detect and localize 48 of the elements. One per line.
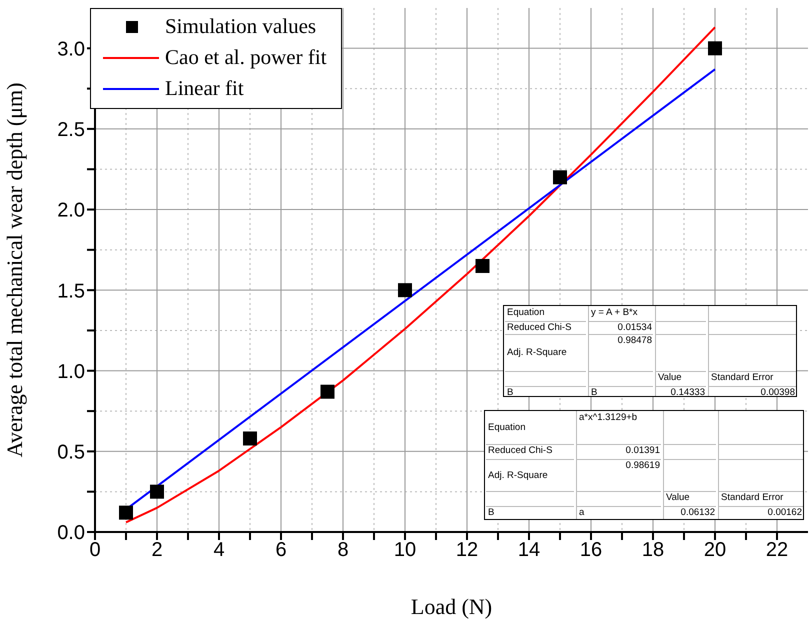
annotation: a [579,506,584,519]
annotation: Standard Error [711,371,774,384]
y-tick-label: 1.5 [57,280,85,302]
x-tick-label: 2 [151,539,163,562]
annotation: Value [666,491,690,504]
y-tick-label: 2.0 [57,200,85,222]
annotation: 0.00398 [760,386,795,399]
x-tick-label: 6 [275,539,287,562]
annotation: Equation [488,421,526,434]
annotation: 0.14333 [670,386,705,399]
x-tick-label: 10 [394,539,416,562]
x-tick-label: 8 [337,539,349,562]
x-tick-label: 14 [518,539,540,562]
legend-label: Linear fit [165,75,244,102]
annotation: Adj. R-Square [507,346,567,359]
x-tick-label: 0 [89,539,101,562]
x-axis-title: Load (N) [410,594,492,619]
annotation: Standard Error [721,491,784,504]
annotation: 0.01534 [618,321,652,334]
annotation: Equation [507,306,545,319]
x-tick-label: 4 [213,539,225,562]
annotation: a*x^1.3129+b [579,411,638,424]
annotation: 0.01391 [626,444,660,457]
annotation: Adj. R-Square [488,468,548,482]
legend-label: Simulation values [165,13,316,40]
annotation: B [507,386,514,399]
x-tick-label: 22 [766,539,788,562]
x-tick-label: 12 [456,539,478,562]
y-tick-label: 3.0 [57,38,85,60]
y-tick-label: 1.0 [57,360,85,383]
annotation: B [488,506,494,519]
annotation: Value [658,371,682,384]
annotation: Reduced Chi-S [488,444,552,457]
x-tick-label: 18 [642,539,664,562]
x-tick-label: 20 [704,539,726,562]
annotation: Reduced Chi-S [507,321,572,334]
y-tick-label: 2.5 [57,119,85,142]
annotation: B [591,386,598,399]
y-axis-title: Average total mechanical wear depth (μm) [2,82,27,458]
text: 0.0 [57,522,85,544]
annotation: y = A + B*x [591,306,638,319]
legend-label: Cao et al. power fit [165,44,327,71]
annotation: 0.98619 [626,459,660,472]
annotation: 0.00162 [768,506,802,519]
y-tick-label: 0.5 [57,441,85,464]
annotation: 0.06132 [680,506,715,519]
x-tick-label: 16 [580,539,602,562]
annotation: 0.98478 [618,334,652,347]
